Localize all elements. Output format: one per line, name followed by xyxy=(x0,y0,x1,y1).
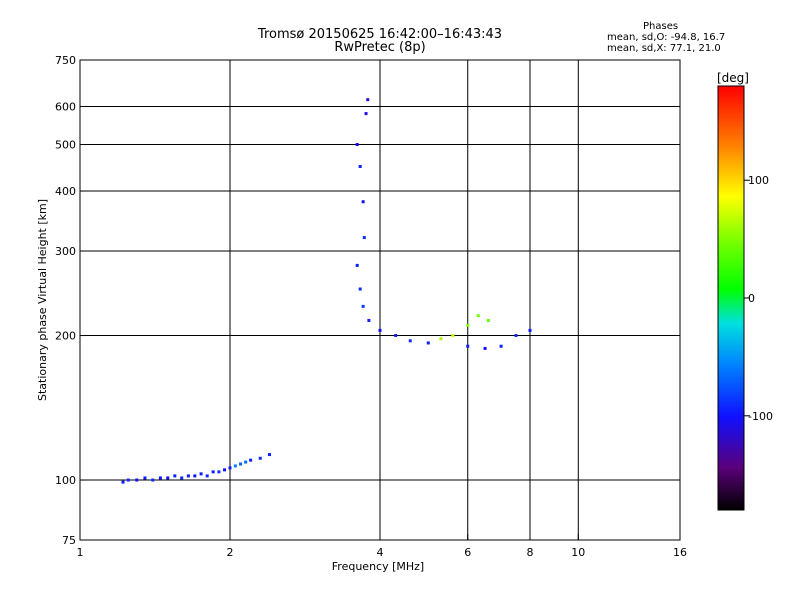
scatter-point xyxy=(126,478,130,482)
colorbar-tick-label: 100 xyxy=(748,174,769,187)
scatter-point xyxy=(439,337,443,341)
scatter-point xyxy=(486,318,490,322)
scatter-point xyxy=(223,468,227,472)
y-tick-label: 75 xyxy=(62,534,76,547)
x-tick-label: 8 xyxy=(527,546,534,559)
scatter-point xyxy=(193,474,197,478)
scatter-point xyxy=(228,466,232,470)
phase-stats-x: mean, sd,X: 77.1, 21.0 xyxy=(607,43,721,54)
scatter-point xyxy=(199,472,203,476)
y-tick-label: 400 xyxy=(55,185,76,198)
scatter-point xyxy=(361,200,365,204)
scatter-point xyxy=(358,164,362,168)
y-tick-label: 600 xyxy=(55,101,76,114)
scatter-point xyxy=(466,344,470,348)
scatter-point xyxy=(378,328,382,332)
scatter-point xyxy=(514,334,518,338)
y-tick-label: 300 xyxy=(55,245,76,258)
scatter-point xyxy=(217,470,221,474)
scatter-point xyxy=(364,112,368,116)
scatter-point xyxy=(366,98,370,102)
scatter-point xyxy=(186,474,190,478)
grid xyxy=(80,60,680,540)
colorbar-tick-label: -100 xyxy=(748,410,773,423)
y-tick-label: 200 xyxy=(55,330,76,343)
x-tick-label: 10 xyxy=(571,546,585,559)
scatter-point xyxy=(267,453,271,457)
data-points xyxy=(121,98,532,484)
scatter-point xyxy=(121,480,125,484)
scatter-point xyxy=(151,478,155,482)
chart-title-line1: Tromsø 20150625 16:42:00–16:43:43 xyxy=(257,27,503,42)
scatter-point xyxy=(466,323,470,327)
x-tick-label: 2 xyxy=(227,546,234,559)
scatter-point xyxy=(483,346,487,350)
scatter-point xyxy=(233,464,237,468)
scatter-point xyxy=(239,462,243,466)
scatter-point xyxy=(367,318,371,322)
x-tick-label: 4 xyxy=(377,546,384,559)
x-axis-label: Frequency [MHz] xyxy=(332,560,424,573)
x-tick-label: 16 xyxy=(673,546,687,559)
scatter-point xyxy=(408,339,412,343)
scatter-point xyxy=(135,478,139,482)
scatter-point xyxy=(499,344,503,348)
y-tick-label: 500 xyxy=(55,139,76,152)
scatter-point xyxy=(355,143,359,147)
phase-stats-title: Phases xyxy=(643,21,679,32)
x-tick-label: 6 xyxy=(464,546,471,559)
colorbar-ticks: 100 0 -100 xyxy=(744,174,773,423)
scatter-point xyxy=(158,476,162,480)
scatter-point xyxy=(166,476,170,480)
x-tick-label: 1 xyxy=(77,546,84,559)
colorbar-tick-label: 0 xyxy=(748,292,755,305)
scatter-point xyxy=(258,456,262,460)
scatter-point xyxy=(211,470,215,474)
colorbar-label: [deg] xyxy=(717,71,749,85)
scatter-point xyxy=(173,474,177,478)
scatter-point xyxy=(249,458,253,462)
scatter-point xyxy=(528,328,532,332)
y-tick-label: 750 xyxy=(55,54,76,67)
phase-stats-o: mean, sd,O: -94.8, 16.7 xyxy=(607,32,726,43)
chart-title-line2: RwPretec (8p) xyxy=(334,40,426,55)
scatter-point xyxy=(205,474,209,478)
scatter-point xyxy=(451,334,455,338)
scatter-point xyxy=(180,476,184,480)
scatter-point xyxy=(244,460,248,464)
scatter-point xyxy=(143,476,147,480)
y-tick-label: 100 xyxy=(55,474,76,487)
scatter-point xyxy=(426,341,430,345)
y-axis-label: Stationary phase Virtual Height [km] xyxy=(36,199,49,401)
axis-ticks: 1 2 4 6 8 10 16 75 100 200 300 400 500 600 750 xyxy=(55,54,687,559)
scatter-point xyxy=(355,263,359,267)
scatter-point xyxy=(476,314,480,318)
scatter-point xyxy=(358,287,362,291)
colorbar xyxy=(717,85,745,511)
scatter-point xyxy=(394,334,398,338)
scatter-point xyxy=(362,236,366,240)
scatter-point xyxy=(361,304,365,308)
